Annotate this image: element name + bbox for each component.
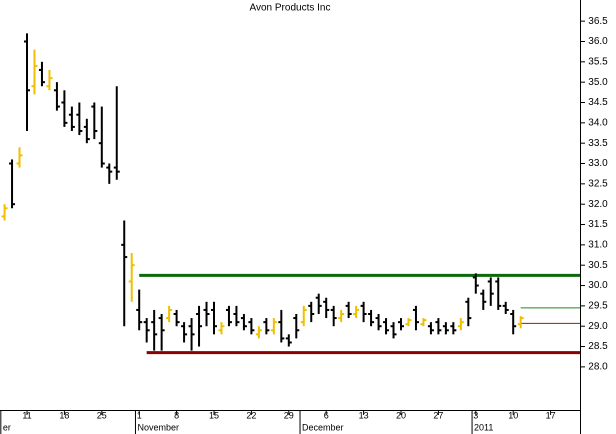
y-tick-label: 34.0: [588, 117, 608, 128]
y-tick-label: 30.5: [588, 260, 608, 271]
x-tick-label: 13: [359, 410, 369, 420]
y-tick-label: 32.0: [588, 199, 608, 210]
y-tick-label: 31.5: [588, 219, 608, 230]
x-tick-label: 6: [324, 410, 329, 420]
y-tick-label: 36.5: [588, 16, 608, 27]
x-tick-label: 15: [209, 410, 219, 420]
y-tick-label: 35.5: [588, 56, 608, 67]
month-label: December: [302, 422, 344, 432]
y-tick-label: 28.0: [588, 362, 608, 373]
x-tick-label: 1: [137, 410, 142, 420]
y-tick-label: 28.5: [588, 341, 608, 352]
y-tick-label: 29.5: [588, 301, 608, 312]
y-tick-label: 34.5: [588, 97, 608, 108]
x-tick-label: 8: [174, 410, 179, 420]
y-tick-label: 32.5: [588, 178, 608, 189]
y-tick-label: 35.0: [588, 77, 608, 88]
x-tick-label: 27: [433, 410, 443, 420]
x-tick-label: 29: [284, 410, 294, 420]
x-tick-label: 18: [59, 410, 69, 420]
y-tick-label: 29.0: [588, 321, 608, 332]
y-tick-label: 30.0: [588, 280, 608, 291]
x-tick-label: 22: [246, 410, 256, 420]
month-label: er: [3, 422, 11, 432]
x-tick-label: 3: [473, 410, 478, 420]
y-tick-label: 33.5: [588, 138, 608, 149]
y-tick-label: 33.0: [588, 158, 608, 169]
y-tick-label: 31.0: [588, 240, 608, 251]
chart-title: Avon Products Inc: [250, 3, 331, 14]
x-tick-label: 20: [396, 410, 406, 420]
month-label: November: [137, 422, 179, 432]
x-tick-label: 25: [97, 410, 107, 420]
month-label: 2011: [474, 422, 493, 432]
x-tick-label: 10: [508, 410, 518, 420]
x-tick-label: 11: [22, 410, 31, 420]
y-tick-label: 36.0: [588, 36, 608, 47]
x-tick-label: 17: [546, 410, 556, 420]
